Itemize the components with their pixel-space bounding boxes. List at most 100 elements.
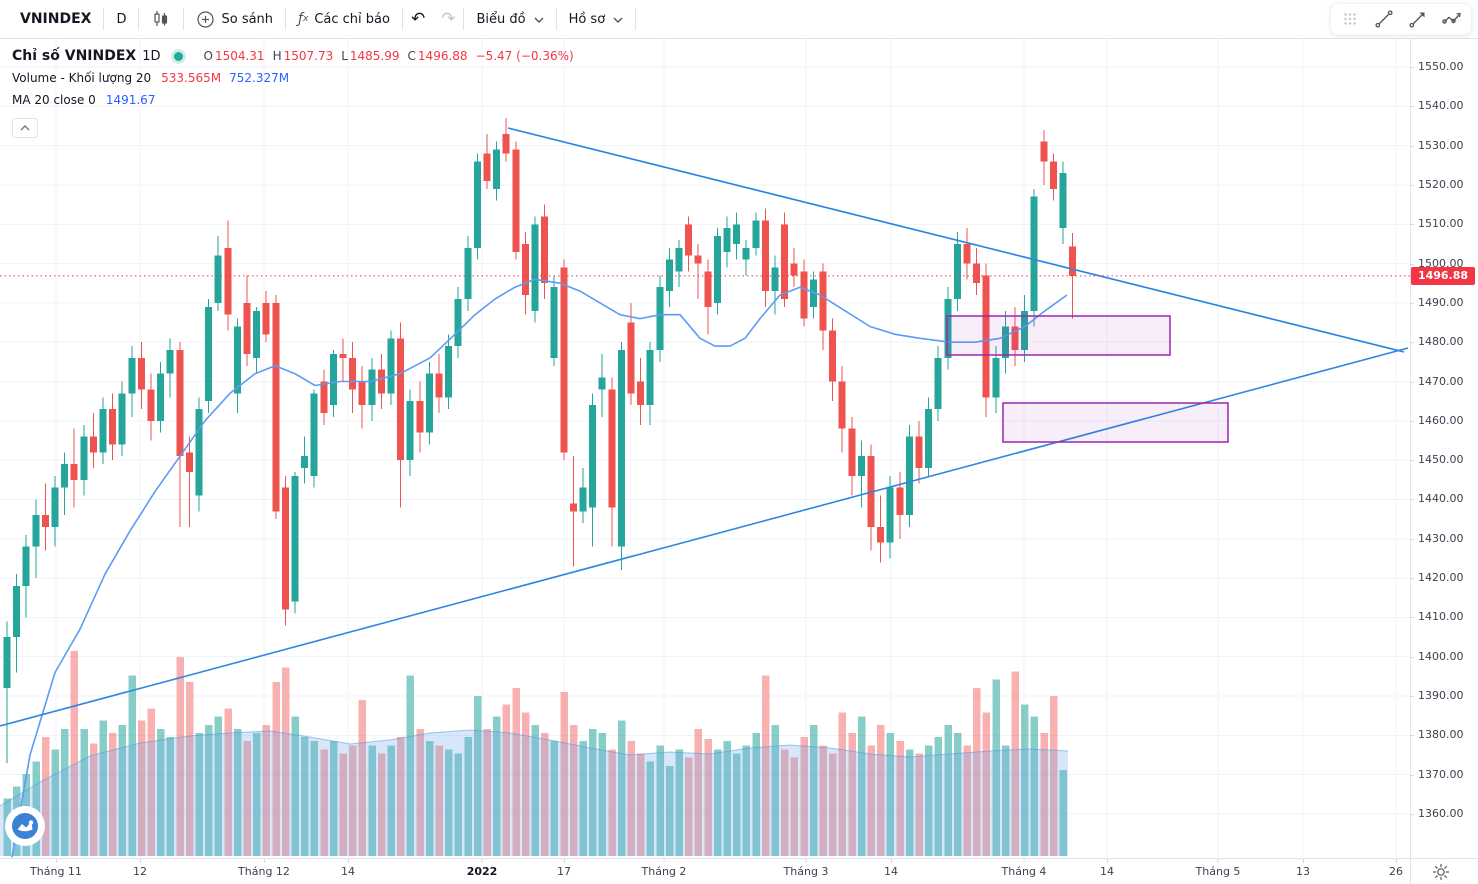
- volume-bar: [761, 675, 770, 856]
- trend-line-icon: [1375, 10, 1393, 28]
- volume-bar: [905, 749, 914, 856]
- axis-corner-separator: [1410, 859, 1411, 884]
- volume-bar: [349, 745, 357, 856]
- candle: [99, 397, 107, 465]
- volume-bar: [886, 733, 895, 856]
- candle: [829, 318, 837, 402]
- time-tick: 17: [557, 859, 571, 878]
- price-tick: 1490.00: [1410, 295, 1464, 309]
- plus-circle-icon: [196, 10, 215, 29]
- chart-canvas[interactable]: Chỉ số VNINDEX 1D O 1504.31 H 1507.73 L 148…: [0, 39, 1410, 858]
- time-axis[interactable]: Tháng 11 12 Tháng 12 14 2022 17 Tháng 2 Tháng 3…: [0, 858, 1478, 884]
- candle: [502, 118, 510, 162]
- chevron-down-icon: [534, 12, 544, 27]
- candle: [771, 255, 779, 315]
- legend-ma-row: MA 20 close 0 1491.67: [12, 89, 574, 111]
- volume-bar: [157, 728, 165, 856]
- time-tick: Tháng 12: [238, 859, 290, 878]
- trend-line-2[interactable]: [0, 347, 1409, 727]
- candle: [464, 236, 472, 311]
- volume-bar: [915, 753, 923, 856]
- zone-rectangle-2[interactable]: [1002, 402, 1229, 443]
- candle: [733, 212, 741, 260]
- price-tick: 1550.00: [1410, 60, 1464, 73]
- time-tick: 26: [1389, 859, 1403, 878]
- drawings-layer: [0, 127, 1409, 727]
- trend-line-1[interactable]: [507, 127, 1405, 353]
- volume-bar: [675, 749, 683, 856]
- interval-button[interactable]: D: [104, 5, 138, 33]
- chart-menu-button[interactable]: Biểu đồ: [464, 5, 555, 33]
- trend-line-tool-button[interactable]: [1367, 5, 1401, 33]
- symbol-button[interactable]: VNINDEX: [8, 5, 103, 33]
- volume-bar: [176, 657, 184, 856]
- candle: [512, 141, 520, 260]
- polyline-icon: [1442, 12, 1461, 24]
- candle: [166, 338, 174, 398]
- volume-bar: [963, 745, 971, 856]
- candle: [685, 216, 693, 272]
- candle: [838, 365, 846, 453]
- candle: [944, 287, 952, 370]
- undo-button[interactable]: ↶: [403, 5, 433, 33]
- redo-button[interactable]: ↷: [433, 5, 463, 33]
- time-tick: 2022: [466, 859, 498, 878]
- zone-rectangle-1[interactable]: [946, 315, 1171, 356]
- volume-bar: [1001, 745, 1010, 856]
- volume-bar: [617, 720, 626, 856]
- candle: [752, 212, 760, 256]
- gear-icon: [1432, 863, 1450, 881]
- candle: [157, 361, 165, 433]
- polyline-tool-button[interactable]: [1435, 5, 1469, 33]
- volume-bar: [973, 687, 981, 856]
- volume-bar: [320, 749, 328, 856]
- ma-value: 1491.67: [105, 93, 156, 107]
- separator: [138, 8, 140, 30]
- time-tick: Tháng 5: [1195, 859, 1241, 878]
- candle: [118, 381, 126, 457]
- volume-bar: [166, 737, 175, 856]
- arrow-line-icon: [1409, 12, 1425, 28]
- drag-handle[interactable]: [1333, 5, 1367, 33]
- compare-button[interactable]: So sánh: [184, 5, 285, 33]
- separator: [463, 8, 465, 30]
- legend-collapse-button[interactable]: [12, 118, 38, 138]
- price-tick: 1360.00: [1410, 807, 1464, 820]
- time-settings-button[interactable]: [1432, 863, 1450, 881]
- candle: [3, 621, 11, 763]
- candle: [809, 271, 817, 319]
- volume-bar: [848, 733, 856, 856]
- candle: [953, 232, 961, 311]
- candle: [109, 393, 117, 461]
- volume-bar: [1059, 769, 1067, 856]
- volume-bar: [435, 745, 443, 856]
- legend-title: Chỉ số VNINDEX: [12, 48, 137, 64]
- volume-bar: [118, 724, 127, 856]
- volume-bar: [1040, 733, 1048, 856]
- candle: [704, 259, 712, 335]
- candle: [1001, 310, 1009, 374]
- price-axis[interactable]: 1496.88 1360.00 1370.00 1380.00 1390.00 1400…: [1410, 39, 1478, 858]
- volume-bar: [397, 737, 405, 856]
- profile-menu-button[interactable]: Hồ sơ: [557, 5, 636, 33]
- volume-bar: [656, 745, 664, 856]
- volume-bar: [483, 728, 491, 856]
- candle: [886, 475, 894, 559]
- volume-bar: [195, 733, 203, 856]
- volume-bar: [301, 737, 309, 856]
- broker-logo[interactable]: [4, 805, 46, 847]
- close-value: 1496.88: [417, 49, 468, 63]
- price-tick: 1530.00: [1410, 138, 1464, 152]
- candle: [406, 389, 414, 476]
- arrow-line-tool-button[interactable]: [1401, 5, 1435, 33]
- indicators-label: Các chỉ báo: [314, 11, 390, 27]
- candle: [233, 318, 241, 413]
- candle: [176, 342, 184, 527]
- volume-bar: [205, 724, 213, 856]
- candle: [377, 354, 385, 410]
- profile-menu-label: Hồ sơ: [568, 11, 606, 27]
- volume-ma-value: 752.327M: [229, 71, 290, 85]
- volume-bar: [713, 749, 722, 856]
- chart-style-button[interactable]: [139, 5, 183, 33]
